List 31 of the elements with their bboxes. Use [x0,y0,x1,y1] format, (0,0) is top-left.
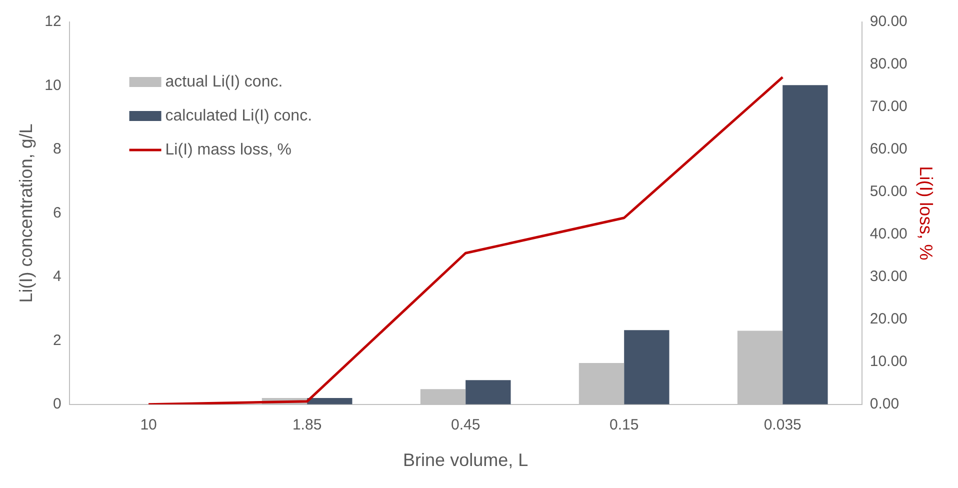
y2-tick-label: 10.00 [870,353,908,370]
y-tick-label: 10 [44,76,62,94]
y-tick-label: 6 [52,204,62,222]
y2-tick-label: 50.00 [870,183,908,200]
bar [782,85,828,404]
y2-tick-label: 20.00 [870,310,908,328]
y2-tick-label: 60.00 [870,140,908,158]
y2-tick-label: 80.00 [870,56,908,73]
y-axis-title: Li(I) concentration, g/L [16,124,36,303]
legend-label: actual Li(I) conc. [165,73,283,90]
bar [624,330,670,404]
y2-tick-label: 0.00 [870,396,900,413]
x-axis-title: Brine volume, L [403,450,528,470]
y-tick-label: 2 [52,332,62,349]
x-tick-label: 0.45 [450,416,480,434]
y2-axis-title: Li(I) loss, % [916,166,936,260]
y-tick-label: 0 [52,396,62,413]
y-tick-label: 8 [52,140,62,158]
x-tick-label: 10 [140,416,157,434]
y2-tick-label: 30.00 [870,268,908,286]
legend-label: calculated Li(I) conc. [165,107,312,124]
bar [466,380,511,404]
y2-tick-label: 90.00 [870,13,908,30]
x-tick-label: 1.85 [292,416,322,434]
y-tick-label: 12 [44,13,62,30]
x-tick-label: 0.15 [609,416,639,434]
y2-tick-label: 70.00 [870,98,908,116]
y2-tick-label: 40.00 [870,226,908,243]
legend-label: Li(I) mass loss, % [165,141,292,158]
y-tick-label: 4 [52,268,62,286]
x-tick-label: 0.035 [764,416,802,434]
